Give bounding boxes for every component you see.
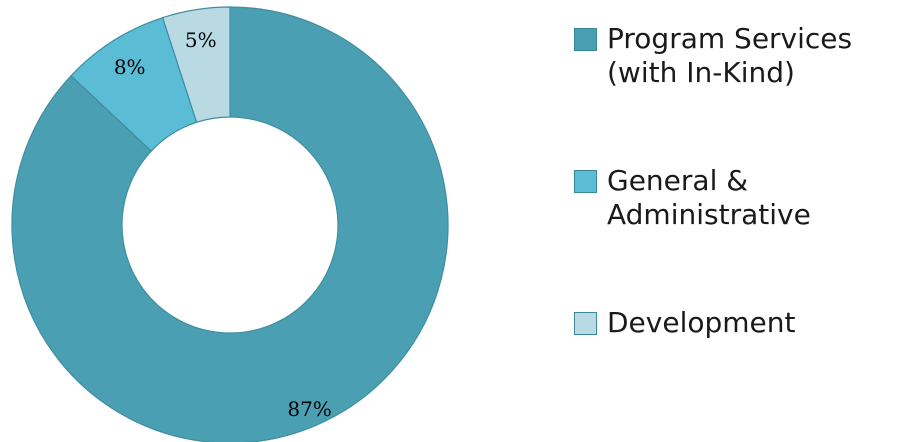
donut-chart: 87% 8% 5% [11,6,449,442]
data-label-general-administrative: 8% [114,55,146,79]
legend-label-development: Development [607,306,796,339]
data-label-program-services: 87% [287,397,331,421]
legend-swatch-development [574,312,597,335]
legend-swatch-general-administrative [574,170,597,193]
legend-label-general-administrative: General & Administrative [607,164,811,231]
donut-slice-program-services [11,6,449,442]
legend-item-program-services: Program Services (with In-Kind) [574,22,852,90]
donut-data-labels: 87% 8% 5% [114,28,332,421]
donut-slices [11,6,449,442]
legend-swatch-program-services [574,28,597,51]
legend-label-program-services: Program Services (with In-Kind) [607,22,853,89]
data-label-development: 5% [185,28,217,52]
legend-item-development: Development [574,306,796,340]
donut-slice-development [161,6,231,124]
legend-item-general-administrative: General & Administrative [574,164,811,232]
